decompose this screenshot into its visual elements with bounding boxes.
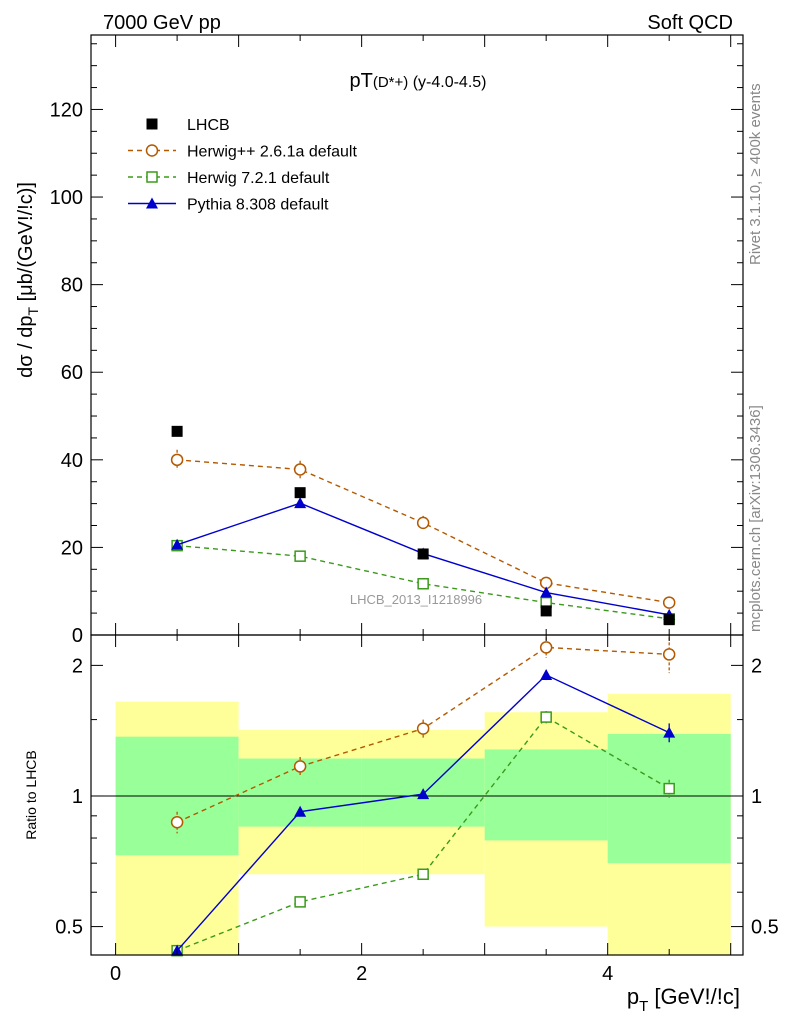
main-panel-series — [170, 425, 676, 626]
main-lhcb-point — [171, 425, 183, 437]
ratio-herwig-2-6-1a-default-point — [416, 722, 430, 735]
axes: 0 20 40 60 80 100 120 0 2 4 0.5 0.5 1 1 2 2 — [50, 34, 779, 985]
rivet-label: Rivet 3.1.10, ≥ 400k events — [747, 83, 764, 265]
x-tick-label: 0 — [110, 963, 121, 985]
legend-label-pythia-8-308-default: Pythia 8.308 default — [187, 197, 329, 214]
main-herwig-2-6-1a-default-point — [293, 463, 307, 476]
ratio-herwig-7-2-1-default-point — [540, 711, 552, 723]
ratio-y-tick-label-left: 2 — [72, 655, 83, 677]
header-left: 7000 GeV pp — [103, 12, 221, 34]
ratio-y-tick-label-right: 0.5 — [751, 917, 779, 939]
x-tick-label: 4 — [602, 963, 613, 985]
main-lhcb-point — [417, 548, 429, 560]
ratio-band-green — [484, 749, 608, 841]
main-herwig-7-2-1-default-point — [417, 578, 429, 590]
ratio-herwig-7-2-1-default-point — [663, 782, 675, 795]
ratio-herwig-2-6-1a-default-point — [293, 760, 307, 773]
ratio-herwig-7-2-1-default-point — [294, 896, 306, 908]
legend-label-herwig-2-6-1a-default: Herwig++ 2.6.1a default — [187, 144, 357, 161]
main-pythia-8-308-default-point — [294, 497, 307, 509]
x-tick-label: 2 — [356, 963, 367, 985]
analysis-watermark: LHCB_2013_I1218996 — [350, 592, 482, 607]
ratio-herwig-2-6-1a-default-point — [662, 648, 676, 661]
ratio-pythia-8-308-default-point — [663, 726, 676, 738]
ratio-y-tick-label-left: 0.5 — [55, 917, 83, 939]
ratio-y-axis-label: Ratio to LHCB — [23, 750, 39, 839]
main-pythia-8-308-default-point — [171, 538, 184, 550]
legend-marker-herwig-2-6-1a-default — [145, 144, 159, 157]
main-title: pT(D*+) (y-4.0-4.5) — [349, 70, 486, 92]
ratio-herwig-2-6-1a-default-point — [170, 815, 184, 829]
ratio-herwig-7-2-1-default-point — [417, 868, 429, 881]
main-lhcb-point — [540, 605, 552, 617]
main-y-tick-label: 0 — [72, 625, 83, 647]
main-y-axis-label: dσ / dpT [μb/(GeV!/!c)] — [15, 182, 41, 378]
ratio-pythia-8-308-default-point — [540, 669, 553, 681]
main-herwig-2-6-1a-default-point — [170, 453, 184, 467]
ratio-uncertainty-bands — [91, 693, 743, 955]
ratio-frame — [90, 634, 744, 956]
ratio-pythia-8-308-default-point — [294, 805, 307, 817]
ratio-band-green — [607, 733, 731, 864]
legend: LHCB Herwig++ 2.6.1a default Herwig 7.2.1 … — [128, 117, 357, 214]
x-axis-label: pT [GeV!/!c] — [627, 984, 740, 1015]
main-pythia-8-308-default-point — [540, 586, 553, 598]
legend-marker-pythia-8-308-default — [146, 197, 158, 209]
ratio-herwig-7-2-1-default-line — [176, 716, 670, 952]
ratio-pythia-8-308-default-point — [417, 788, 430, 800]
main-y-tick-label: 100 — [50, 187, 83, 209]
legend-marker-herwig-7-2-1-default — [146, 171, 158, 183]
main-y-tick-label: 60 — [61, 362, 83, 384]
main-y-tick-label: 40 — [61, 450, 83, 472]
main-lhcb-point — [294, 487, 306, 499]
legend-label-lhcb: LHCB — [187, 117, 230, 134]
main-y-tick-label: 120 — [50, 99, 83, 121]
main-y-tick-label: 20 — [61, 537, 83, 559]
main-herwig-2-6-1a-default-point — [416, 516, 430, 530]
header-right: Soft QCD — [647, 12, 733, 34]
ratio-herwig-2-6-1a-default-point — [539, 641, 553, 654]
ratio-y-tick-label-right: 2 — [751, 655, 762, 677]
main-herwig-2-6-1a-default-line — [177, 459, 670, 604]
main-herwig-7-2-1-default-line — [177, 544, 670, 620]
main-herwig-2-6-1a-default-point — [662, 596, 676, 609]
main-herwig-7-2-1-default-point — [294, 550, 306, 562]
mcplots-label: mcplots.cern.ch [arXiv:1306.3436] — [747, 405, 764, 632]
main-y-tick-label: 80 — [61, 275, 83, 297]
legend-label-herwig-7-2-1-default: Herwig 7.2.1 default — [187, 170, 330, 187]
main-lhcb-point — [663, 614, 675, 626]
legend-marker-lhcb — [146, 118, 158, 130]
ratio-y-tick-label-right: 1 — [751, 786, 762, 808]
ratio-y-tick-label-left: 1 — [72, 786, 83, 808]
